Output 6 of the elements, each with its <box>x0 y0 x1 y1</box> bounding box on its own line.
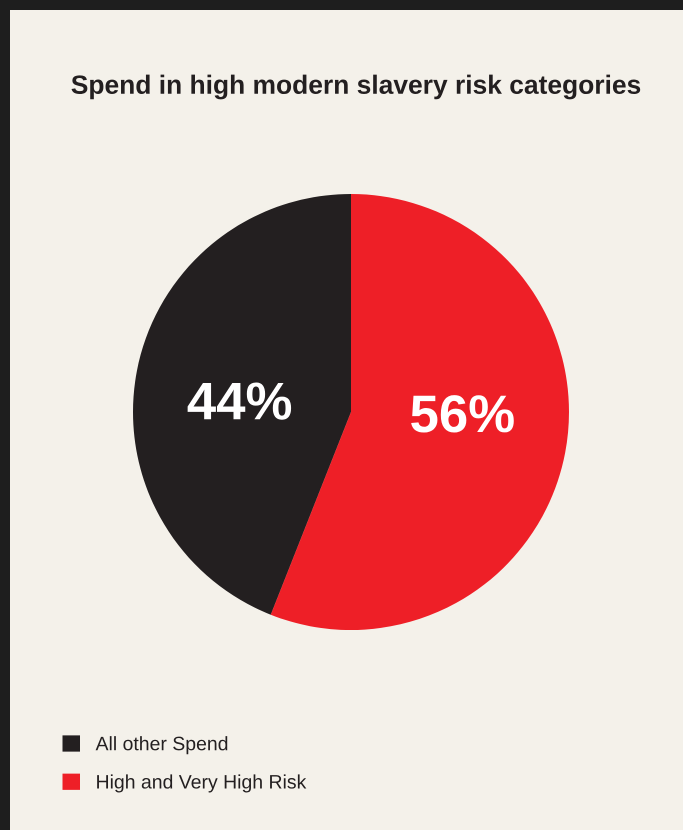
data-label: 56% <box>411 395 514 433</box>
data-label: 44% <box>188 382 292 420</box>
pie-slice <box>133 194 351 615</box>
chart-title: Spend in high modern slavery risk categories <box>72 74 640 100</box>
legend-label: All other Spend <box>96 736 228 754</box>
legend-label: High and Very High Risk <box>97 774 306 792</box>
